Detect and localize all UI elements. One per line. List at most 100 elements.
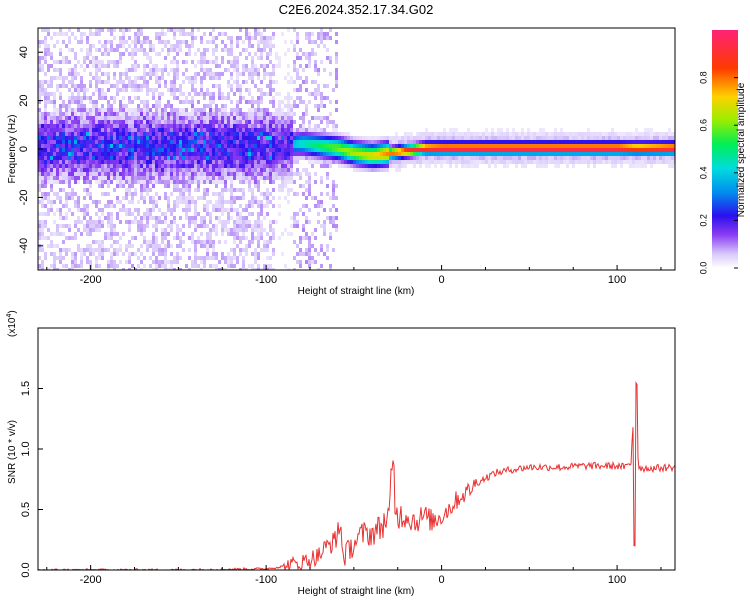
heatmap-cell	[125, 104, 128, 108]
heatmap-cell	[104, 140, 107, 144]
heatmap-cell	[155, 128, 158, 132]
heatmap-cell	[116, 60, 119, 64]
heatmap-cell	[128, 68, 131, 72]
heatmap-cell	[77, 208, 80, 212]
heatmap-cell	[101, 160, 104, 164]
heatmap-cell	[101, 180, 104, 184]
heatmap-cell	[512, 152, 515, 156]
heatmap-cell	[482, 152, 485, 156]
heatmap-cell	[635, 156, 638, 160]
heatmap-cell	[257, 48, 260, 52]
heatmap-cell	[179, 28, 182, 32]
heatmap-cell	[149, 40, 152, 44]
heatmap-cell	[260, 92, 263, 96]
heatmap-cell	[110, 140, 113, 144]
heatmap-cell	[302, 228, 305, 232]
heatmap-cell	[68, 196, 71, 200]
heatmap-cell	[215, 104, 218, 108]
heatmap-cell	[131, 56, 134, 60]
heatmap-cell	[284, 164, 287, 168]
heatmap-cell	[173, 176, 176, 180]
heatmap-cell	[287, 100, 290, 104]
heatmap-cell	[227, 116, 230, 120]
heatmap-cell	[101, 120, 104, 124]
heatmap-cell	[218, 72, 221, 76]
heatmap-cell	[317, 92, 320, 96]
heatmap-cell	[302, 68, 305, 72]
heatmap-cell	[404, 160, 407, 164]
heatmap-cell	[170, 228, 173, 232]
heatmap-cell	[164, 256, 167, 260]
heatmap-cell	[185, 76, 188, 80]
heatmap-cell	[623, 144, 626, 148]
heatmap-cell	[62, 188, 65, 192]
heatmap-cell	[68, 128, 71, 132]
heatmap-cell	[128, 140, 131, 144]
heatmap-cell	[92, 108, 95, 112]
heatmap-cell	[95, 180, 98, 184]
heatmap-cell	[98, 248, 101, 252]
heatmap-cell	[173, 188, 176, 192]
heatmap-cell	[110, 44, 113, 48]
heatmap-cell	[107, 40, 110, 44]
heatmap-cell	[170, 144, 173, 148]
heatmap-cell	[122, 32, 125, 36]
heatmap-cell	[95, 104, 98, 108]
heatmap-cell	[98, 256, 101, 260]
heatmap-cell	[614, 148, 617, 152]
heatmap-cell	[38, 212, 41, 216]
heatmap-cell	[167, 140, 170, 144]
heatmap-cell	[251, 228, 254, 232]
heatmap-cell	[314, 64, 317, 68]
heatmap-cell	[224, 172, 227, 176]
heatmap-cell	[233, 220, 236, 224]
heatmap-cell	[239, 120, 242, 124]
heatmap-cell	[248, 172, 251, 176]
heatmap-cell	[152, 144, 155, 148]
heatmap-cell	[248, 160, 251, 164]
heatmap-cell	[200, 56, 203, 60]
heatmap-cell	[140, 84, 143, 88]
heatmap-cell	[134, 36, 137, 40]
heatmap-cell	[308, 256, 311, 260]
heatmap-cell	[98, 252, 101, 256]
heatmap-cell	[296, 152, 299, 156]
heatmap-cell	[221, 188, 224, 192]
heatmap-cell	[224, 208, 227, 212]
heatmap-cell	[176, 40, 179, 44]
heatmap-cell	[200, 132, 203, 136]
heatmap-cell	[182, 224, 185, 228]
heatmap-cell	[296, 148, 299, 152]
heatmap-cell	[365, 164, 368, 168]
heatmap-cell	[320, 32, 323, 36]
heatmap-cell	[251, 116, 254, 120]
heatmap-cell	[326, 96, 329, 100]
heatmap-cell	[80, 140, 83, 144]
heatmap-cell	[110, 220, 113, 224]
heatmap-cell	[218, 200, 221, 204]
heatmap-cell	[50, 164, 53, 168]
heatmap-cell	[92, 124, 95, 128]
heatmap-cell	[644, 148, 647, 152]
heatmap-cell	[179, 92, 182, 96]
heatmap-cell	[62, 128, 65, 132]
heatmap-cell	[158, 164, 161, 168]
heatmap-cell	[143, 136, 146, 140]
heatmap-cell	[641, 140, 644, 144]
heatmap-cell	[278, 164, 281, 168]
heatmap-cell	[317, 152, 320, 156]
heatmap-cell	[83, 84, 86, 88]
heatmap-cell	[92, 156, 95, 160]
heatmap-cell	[248, 212, 251, 216]
heatmap-cell	[236, 88, 239, 92]
heatmap-cell	[461, 148, 464, 152]
heatmap-cell	[104, 124, 107, 128]
heatmap-cell	[245, 148, 248, 152]
heatmap-cell	[71, 140, 74, 144]
heatmap-cell	[665, 144, 668, 148]
heatmap-cell	[629, 136, 632, 140]
heatmap-cell	[464, 164, 467, 168]
heatmap-cell	[458, 144, 461, 148]
heatmap-cell	[611, 156, 614, 160]
heatmap-cell	[131, 112, 134, 116]
